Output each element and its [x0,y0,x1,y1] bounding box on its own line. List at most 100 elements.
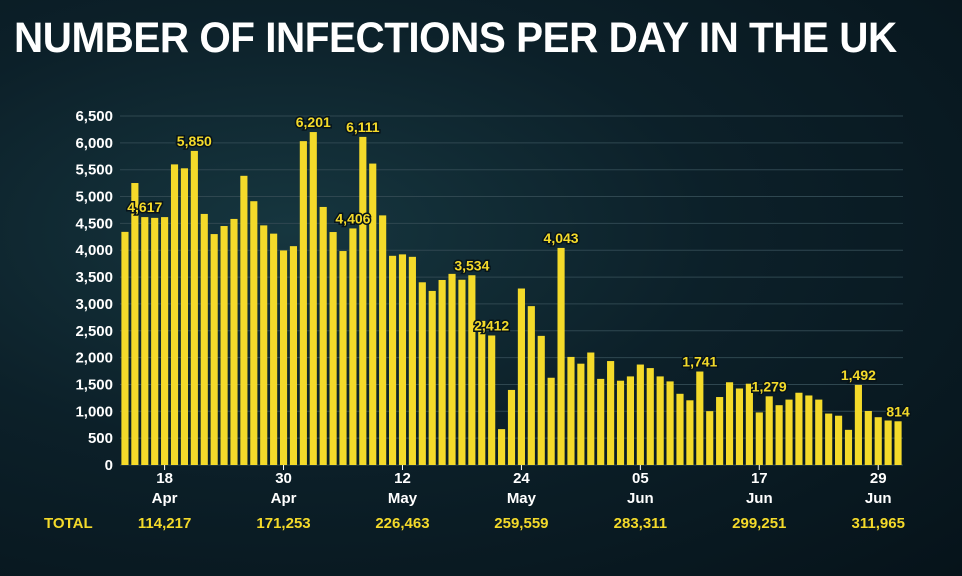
totals-row-label: TOTAL [44,515,93,532]
y-tick-label: 500 [88,430,113,447]
bar [428,290,436,465]
bar [805,395,813,465]
bar [597,378,605,465]
y-tick-label: 2,500 [75,323,113,340]
bar [815,399,823,465]
bar [825,413,833,465]
data-label: 814 [886,403,910,419]
bar [706,411,714,465]
data-label: 1,492 [841,367,876,383]
total-value: 299,251 [732,515,786,532]
bar [666,381,674,465]
bar [458,279,466,465]
bar [210,234,218,465]
bar [289,246,298,465]
bar [418,282,426,465]
bar [369,163,377,465]
x-tick-day: 18 [156,470,173,487]
x-tick-day: 24 [513,470,530,487]
data-label: 3,534 [454,257,489,273]
bar [547,377,555,465]
y-tick-label: 4,500 [75,215,113,232]
data-label: 4,617 [127,199,162,215]
data-label: 4,406 [335,210,370,226]
bar [161,217,169,465]
bar [398,254,407,465]
x-tick-month: May [507,490,537,507]
data-labels: 4,617 5,850 6,201 4,406 6,111 3,534 2,412 4,043… [126,113,912,421]
bar [587,352,595,465]
y-tick-label: 2,000 [75,350,113,367]
bar [616,380,625,465]
bar [735,388,744,465]
bar [507,389,516,465]
data-label: 6,201 [296,114,331,130]
bar [408,256,416,465]
bar [874,417,882,465]
x-tick-month: May [388,490,418,507]
data-label: 1,279 [752,378,787,394]
total-value: 283,311 [614,515,667,532]
bar [795,392,803,465]
bar [329,232,337,465]
y-tick-label: 3,500 [75,269,113,286]
bar [299,141,307,465]
totals-row: TOTAL 114,217 171,253 226,463 259,559 283,311… [44,515,905,532]
data-label: 6,111 [346,119,380,135]
data-label: 5,850 [177,133,212,149]
bar [468,275,476,465]
bar [319,206,327,465]
bar [894,421,902,465]
total-value: 114,217 [138,515,191,532]
bar [835,415,843,465]
bar [151,217,159,465]
bar [170,164,179,465]
bar [121,231,129,465]
bar [716,397,724,465]
bar [279,250,288,465]
bar [676,393,684,465]
bar [646,368,654,465]
bar [270,233,278,465]
bar [498,429,506,465]
bar [180,168,188,466]
x-tick-month: Jun [865,490,892,507]
bars [121,132,902,466]
bar [359,136,367,465]
bar [775,405,783,465]
total-value: 311,965 [852,515,905,532]
total-value: 226,463 [375,515,429,532]
y-tick-label: 3,000 [75,296,113,313]
x-tick-day: 30 [275,470,292,487]
bar [844,429,853,465]
x-tick-month: Jun [746,490,773,507]
chart-title: NUMBER OF INFECTIONS PER DAY IN THE UK [14,14,897,62]
data-label: 1,741 [682,354,717,370]
bar [557,247,565,465]
bar [517,288,525,465]
bar [200,213,208,465]
data-label: 2,412 [474,317,509,333]
bar [577,363,585,465]
y-tick-label: 6,000 [75,135,113,152]
x-tick-month: Jun [627,490,654,507]
bar [309,132,317,466]
bar [527,306,535,465]
bar [686,400,694,465]
bar [765,396,773,465]
bar [448,273,456,465]
y-tick-label: 1,500 [75,376,113,393]
bar [349,228,357,465]
bar [220,226,228,465]
bar [488,335,496,465]
data-label: 4,043 [544,230,579,246]
bar [131,183,139,465]
bar [745,383,753,465]
y-tick-label: 6,500 [75,108,113,125]
bar [339,251,347,465]
y-tick-label: 1,000 [75,403,113,420]
bar [725,382,734,465]
bar [626,376,635,465]
bar [656,376,664,465]
